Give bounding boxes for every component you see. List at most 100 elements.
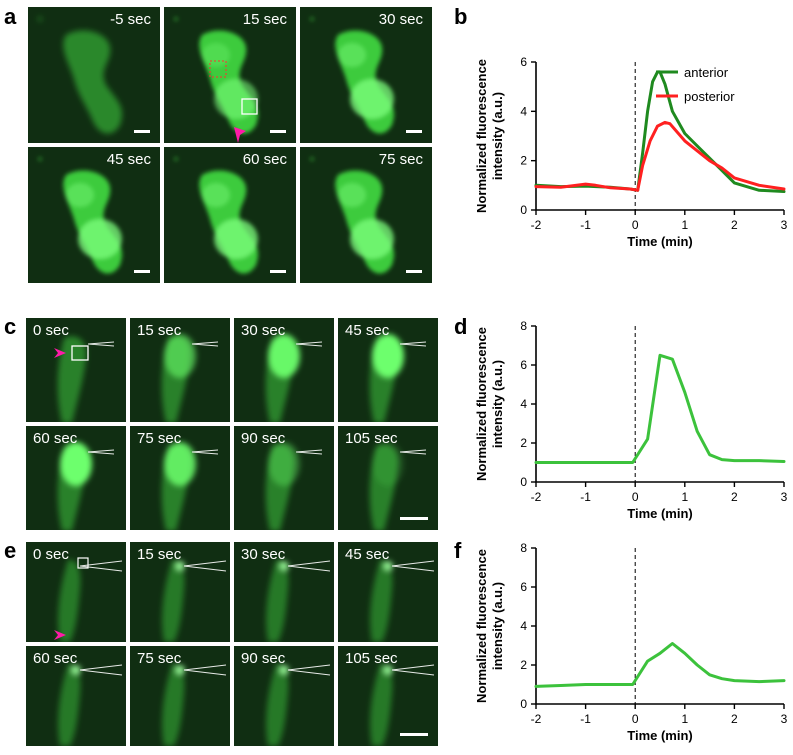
y-tick-label: 6 xyxy=(520,55,527,69)
y-axis-label: Normalized fluorescenceintensity (a.u.) xyxy=(474,59,505,213)
micrograph-image xyxy=(28,7,160,143)
x-tick-label: -1 xyxy=(580,490,591,504)
arrowhead-icon xyxy=(54,630,66,640)
scale-bar xyxy=(134,270,150,273)
micrograph-image xyxy=(234,318,334,422)
x-tick-label: -1 xyxy=(580,712,591,726)
micrograph-frame: 45 sec xyxy=(338,318,438,422)
legend-entry: posterior xyxy=(684,89,735,104)
micrograph-frame: 105 sec xyxy=(338,426,438,530)
micrograph-frame: 15 sec xyxy=(130,318,230,422)
micrograph-image xyxy=(26,542,126,642)
scale-bar xyxy=(270,130,286,133)
x-tick-label: 3 xyxy=(781,712,788,726)
micrograph-frame: 75 sec xyxy=(300,147,432,283)
y-tick-label: 0 xyxy=(520,697,527,711)
time-label: 45 sec xyxy=(345,322,390,339)
micrograph-frame: 105 sec xyxy=(338,646,438,746)
arrowhead-icon xyxy=(234,127,246,143)
micrograph-frame: 75 sec xyxy=(130,426,230,530)
micrograph-frame: 30 sec xyxy=(234,542,334,642)
series-line-0 xyxy=(534,642,786,688)
y-tick-label: 2 xyxy=(520,154,527,168)
y-tick-label: 0 xyxy=(520,475,527,489)
time-label: 15 sec xyxy=(137,322,182,339)
y-tick-label: 4 xyxy=(520,397,527,411)
micrograph-image xyxy=(338,542,438,642)
series-line-0 xyxy=(534,353,786,464)
panel-label-b: b xyxy=(454,4,468,29)
x-axis-label: Time (min) xyxy=(627,728,693,743)
x-tick-label: -2 xyxy=(531,712,542,726)
x-tick-label: 2 xyxy=(731,712,738,726)
x-tick-label: 3 xyxy=(781,490,788,504)
time-label: 75 sec xyxy=(137,430,182,447)
micrograph-image xyxy=(234,646,334,746)
panel-label-e: e xyxy=(4,538,17,563)
micrograph-frame: 60 sec xyxy=(26,646,126,746)
scale-bar xyxy=(134,130,150,133)
micrograph-image xyxy=(164,7,296,143)
x-tick-label: 0 xyxy=(632,490,639,504)
y-axis-label: Normalized fluorescenceintensity (a.u.) xyxy=(474,327,505,481)
legend-entry: anterior xyxy=(684,65,729,80)
micrograph-frame: 45 sec xyxy=(28,147,160,283)
time-label: 30 sec xyxy=(241,546,286,563)
micrograph-frame: 75 sec xyxy=(130,646,230,746)
micrograph-image xyxy=(130,646,230,746)
time-label: 15 sec xyxy=(137,546,182,563)
x-tick-label: 1 xyxy=(681,490,688,504)
time-label: 105 sec xyxy=(345,430,398,447)
time-label: -5 sec xyxy=(110,11,151,28)
axis-lines xyxy=(535,326,784,483)
micrograph-frame: 0 sec xyxy=(26,318,126,422)
time-label: 45 sec xyxy=(345,546,390,563)
x-tick-label: 2 xyxy=(731,490,738,504)
micrograph-frame: 90 sec xyxy=(234,646,334,746)
time-label: 75 sec xyxy=(378,151,423,168)
time-label: 15 sec xyxy=(242,11,287,28)
x-tick-label: 0 xyxy=(632,712,639,726)
x-axis-label: Time (min) xyxy=(627,506,693,521)
time-label: 90 sec xyxy=(241,430,286,447)
micrograph-image xyxy=(234,426,334,530)
time-label: 60 sec xyxy=(33,430,78,447)
micrograph-image xyxy=(130,542,230,642)
x-tick-label: -1 xyxy=(580,218,591,232)
y-tick-label: 2 xyxy=(520,436,527,450)
time-label: 60 sec xyxy=(33,650,78,667)
time-label: 30 sec xyxy=(241,322,286,339)
chart-b: -2 -1 0 1 2 3 0 2 4 6 Time (min) Normalized fluores… xyxy=(474,55,788,249)
micrograph-frame: 15 sec xyxy=(164,7,296,143)
y-tick-label: 2 xyxy=(520,658,527,672)
micrograph-image xyxy=(26,318,126,422)
y-tick-label: 6 xyxy=(520,358,527,372)
scale-bar xyxy=(400,517,428,520)
y-tick-label: 0 xyxy=(520,203,527,217)
micrograph-frame: 30 sec xyxy=(300,7,432,143)
micrograph-image xyxy=(300,7,432,143)
y-tick-label: 4 xyxy=(520,619,527,633)
micrograph-frame: 30 sec xyxy=(234,318,334,422)
x-tick-label: 0 xyxy=(632,218,639,232)
time-label: 0 sec xyxy=(33,322,69,339)
arrowhead-icon xyxy=(54,348,66,358)
panel-label-c: c xyxy=(4,314,17,339)
micrograph-image xyxy=(338,318,438,422)
x-axis-label: Time (min) xyxy=(627,234,693,249)
scale-bar xyxy=(270,270,286,273)
micrograph-frame: 45 sec xyxy=(338,542,438,642)
chart-d: -2 -1 0 1 2 3 0 2 4 6 8 Time (min) Normalized fluore… xyxy=(474,319,788,521)
x-tick-label: 3 xyxy=(781,218,788,232)
micrograph-image xyxy=(234,542,334,642)
series-line-anterior xyxy=(534,70,786,193)
x-tick-label: -2 xyxy=(531,218,542,232)
micrograph-frame: 60 sec xyxy=(26,426,126,530)
y-axis-label: Normalized fluorescenceintensity (a.u.) xyxy=(474,549,505,703)
micrograph-frame: 15 sec xyxy=(130,542,230,642)
micrograph-frame: -5 sec xyxy=(28,7,160,143)
scale-bar xyxy=(400,733,428,736)
micrograph-frame: 90 sec xyxy=(234,426,334,530)
time-label: 45 sec xyxy=(106,151,151,168)
x-tick-label: 1 xyxy=(681,218,688,232)
